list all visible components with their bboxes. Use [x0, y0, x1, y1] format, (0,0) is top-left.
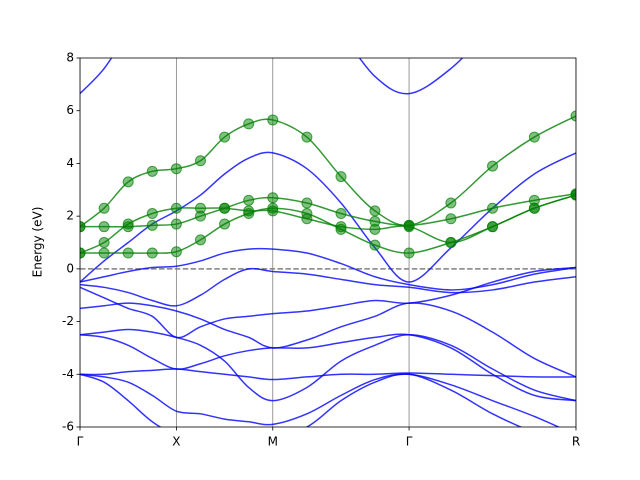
- band-marker: [487, 160, 499, 172]
- x-tick-label: Γ: [77, 435, 84, 449]
- y-tick-label: 0: [66, 261, 74, 275]
- band: [80, 151, 576, 283]
- band-marker: [445, 213, 457, 225]
- plot-area: [80, 58, 576, 427]
- band-marker: [146, 219, 158, 231]
- band-marker: [570, 110, 576, 122]
- band-marker: [528, 131, 540, 143]
- y-tick-label: 8: [66, 51, 74, 65]
- band-marker: [219, 218, 231, 230]
- band-marker: [267, 205, 279, 217]
- band-marker: [194, 155, 206, 167]
- band-marker: [146, 247, 158, 259]
- axes-frame: [79, 57, 577, 428]
- band-marker: [194, 202, 206, 214]
- band-marker: [369, 239, 381, 251]
- band-marker: [122, 247, 134, 259]
- band-marker: [335, 208, 347, 220]
- y-axis-label: Energy (eV): [31, 207, 45, 278]
- band-marker: [170, 246, 182, 258]
- band-marker: [98, 247, 110, 259]
- band-marker: [301, 131, 313, 143]
- band-marker: [403, 247, 415, 259]
- y-tick-label: -2: [62, 314, 74, 328]
- band-marker: [445, 197, 457, 209]
- band-marker: [80, 221, 86, 233]
- band-marker: [98, 237, 110, 248]
- band-marker: [570, 189, 576, 201]
- band-marker: [267, 192, 279, 204]
- band: [80, 368, 576, 381]
- y-tick-label: 2: [66, 209, 74, 223]
- band-marker: [98, 221, 110, 233]
- y-tick-label: -6: [62, 420, 74, 434]
- band-marker: [219, 202, 231, 214]
- y-tick-label: 6: [66, 103, 74, 117]
- band: [80, 58, 464, 95]
- band-marker: [243, 118, 255, 130]
- band-marker: [403, 221, 415, 233]
- x-tick-label: X: [172, 435, 180, 449]
- band-marker: [369, 223, 381, 235]
- x-tick-label: Γ: [406, 435, 413, 449]
- band-marker: [170, 218, 182, 230]
- band: [80, 373, 523, 427]
- y-tick-label: 4: [66, 156, 74, 170]
- band: [80, 302, 576, 378]
- band-marker: [194, 234, 206, 246]
- band-marker: [146, 165, 158, 177]
- band-marker: [98, 202, 110, 214]
- band-marker: [445, 237, 457, 248]
- band: [80, 266, 576, 339]
- x-tick-label: M: [268, 435, 278, 449]
- band-marker: [369, 205, 381, 217]
- band-marker: [335, 171, 347, 183]
- band-marker: [301, 213, 313, 225]
- band-marker: [267, 114, 279, 126]
- band: [80, 333, 576, 402]
- band-marker: [170, 163, 182, 175]
- band-marker: [487, 202, 499, 214]
- x-tick-label: R: [572, 435, 580, 449]
- band: [80, 373, 561, 427]
- band-marker: [528, 202, 540, 214]
- y-tick-label: -4: [62, 367, 74, 381]
- band-marker: [80, 247, 86, 259]
- band: [80, 328, 576, 402]
- band-marker: [219, 131, 231, 143]
- band-marker: [243, 205, 255, 217]
- band: [80, 267, 576, 307]
- band-marker: [243, 194, 255, 206]
- band-marker: [335, 221, 347, 233]
- band-marker: [301, 197, 313, 209]
- band-marker: [122, 218, 134, 230]
- band: [80, 247, 576, 291]
- band-marker: [487, 221, 499, 233]
- band-marker: [122, 176, 134, 188]
- band-marker: [146, 208, 158, 220]
- band-marker: [170, 202, 182, 214]
